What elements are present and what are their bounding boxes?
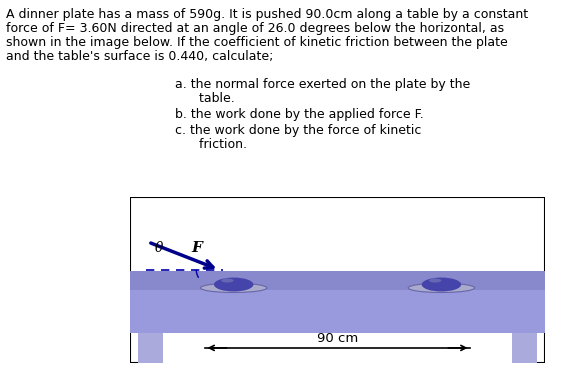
Ellipse shape [429,279,441,282]
Text: table.: table. [175,92,235,105]
Text: shown in the image below. If the coefficient of kinetic friction between the pla: shown in the image below. If the coeffic… [6,36,508,49]
Ellipse shape [214,277,253,291]
Text: and the table's surface is 0.440, calculate;: and the table's surface is 0.440, calcul… [6,50,273,63]
Bar [138,333,163,363]
Ellipse shape [422,277,461,291]
Text: θ: θ [155,241,163,255]
Text: c. the work done by the force of kinetic: c. the work done by the force of kinetic [175,124,421,137]
Text: b. the work done by the applied force F.: b. the work done by the applied force F. [175,108,424,121]
Bar [163,333,512,363]
Ellipse shape [200,283,267,293]
Bar [130,271,545,290]
Ellipse shape [221,279,234,282]
Text: 90 cm: 90 cm [317,332,358,345]
Text: a. the normal force exerted on the plate by the: a. the normal force exerted on the plate… [175,78,470,91]
Text: force of F= 3.60N directed at an angle of 26.0 degrees below the horizontal, as: force of F= 3.60N directed at an angle o… [6,22,504,35]
Text: friction.: friction. [175,138,247,151]
Bar [512,333,537,363]
Ellipse shape [408,283,475,293]
Text: A dinner plate has a mass of 590g. It is pushed 90.0cm along a table by a consta: A dinner plate has a mass of 590g. It is… [6,8,528,21]
Bar [130,290,545,333]
Text: F: F [191,241,202,255]
